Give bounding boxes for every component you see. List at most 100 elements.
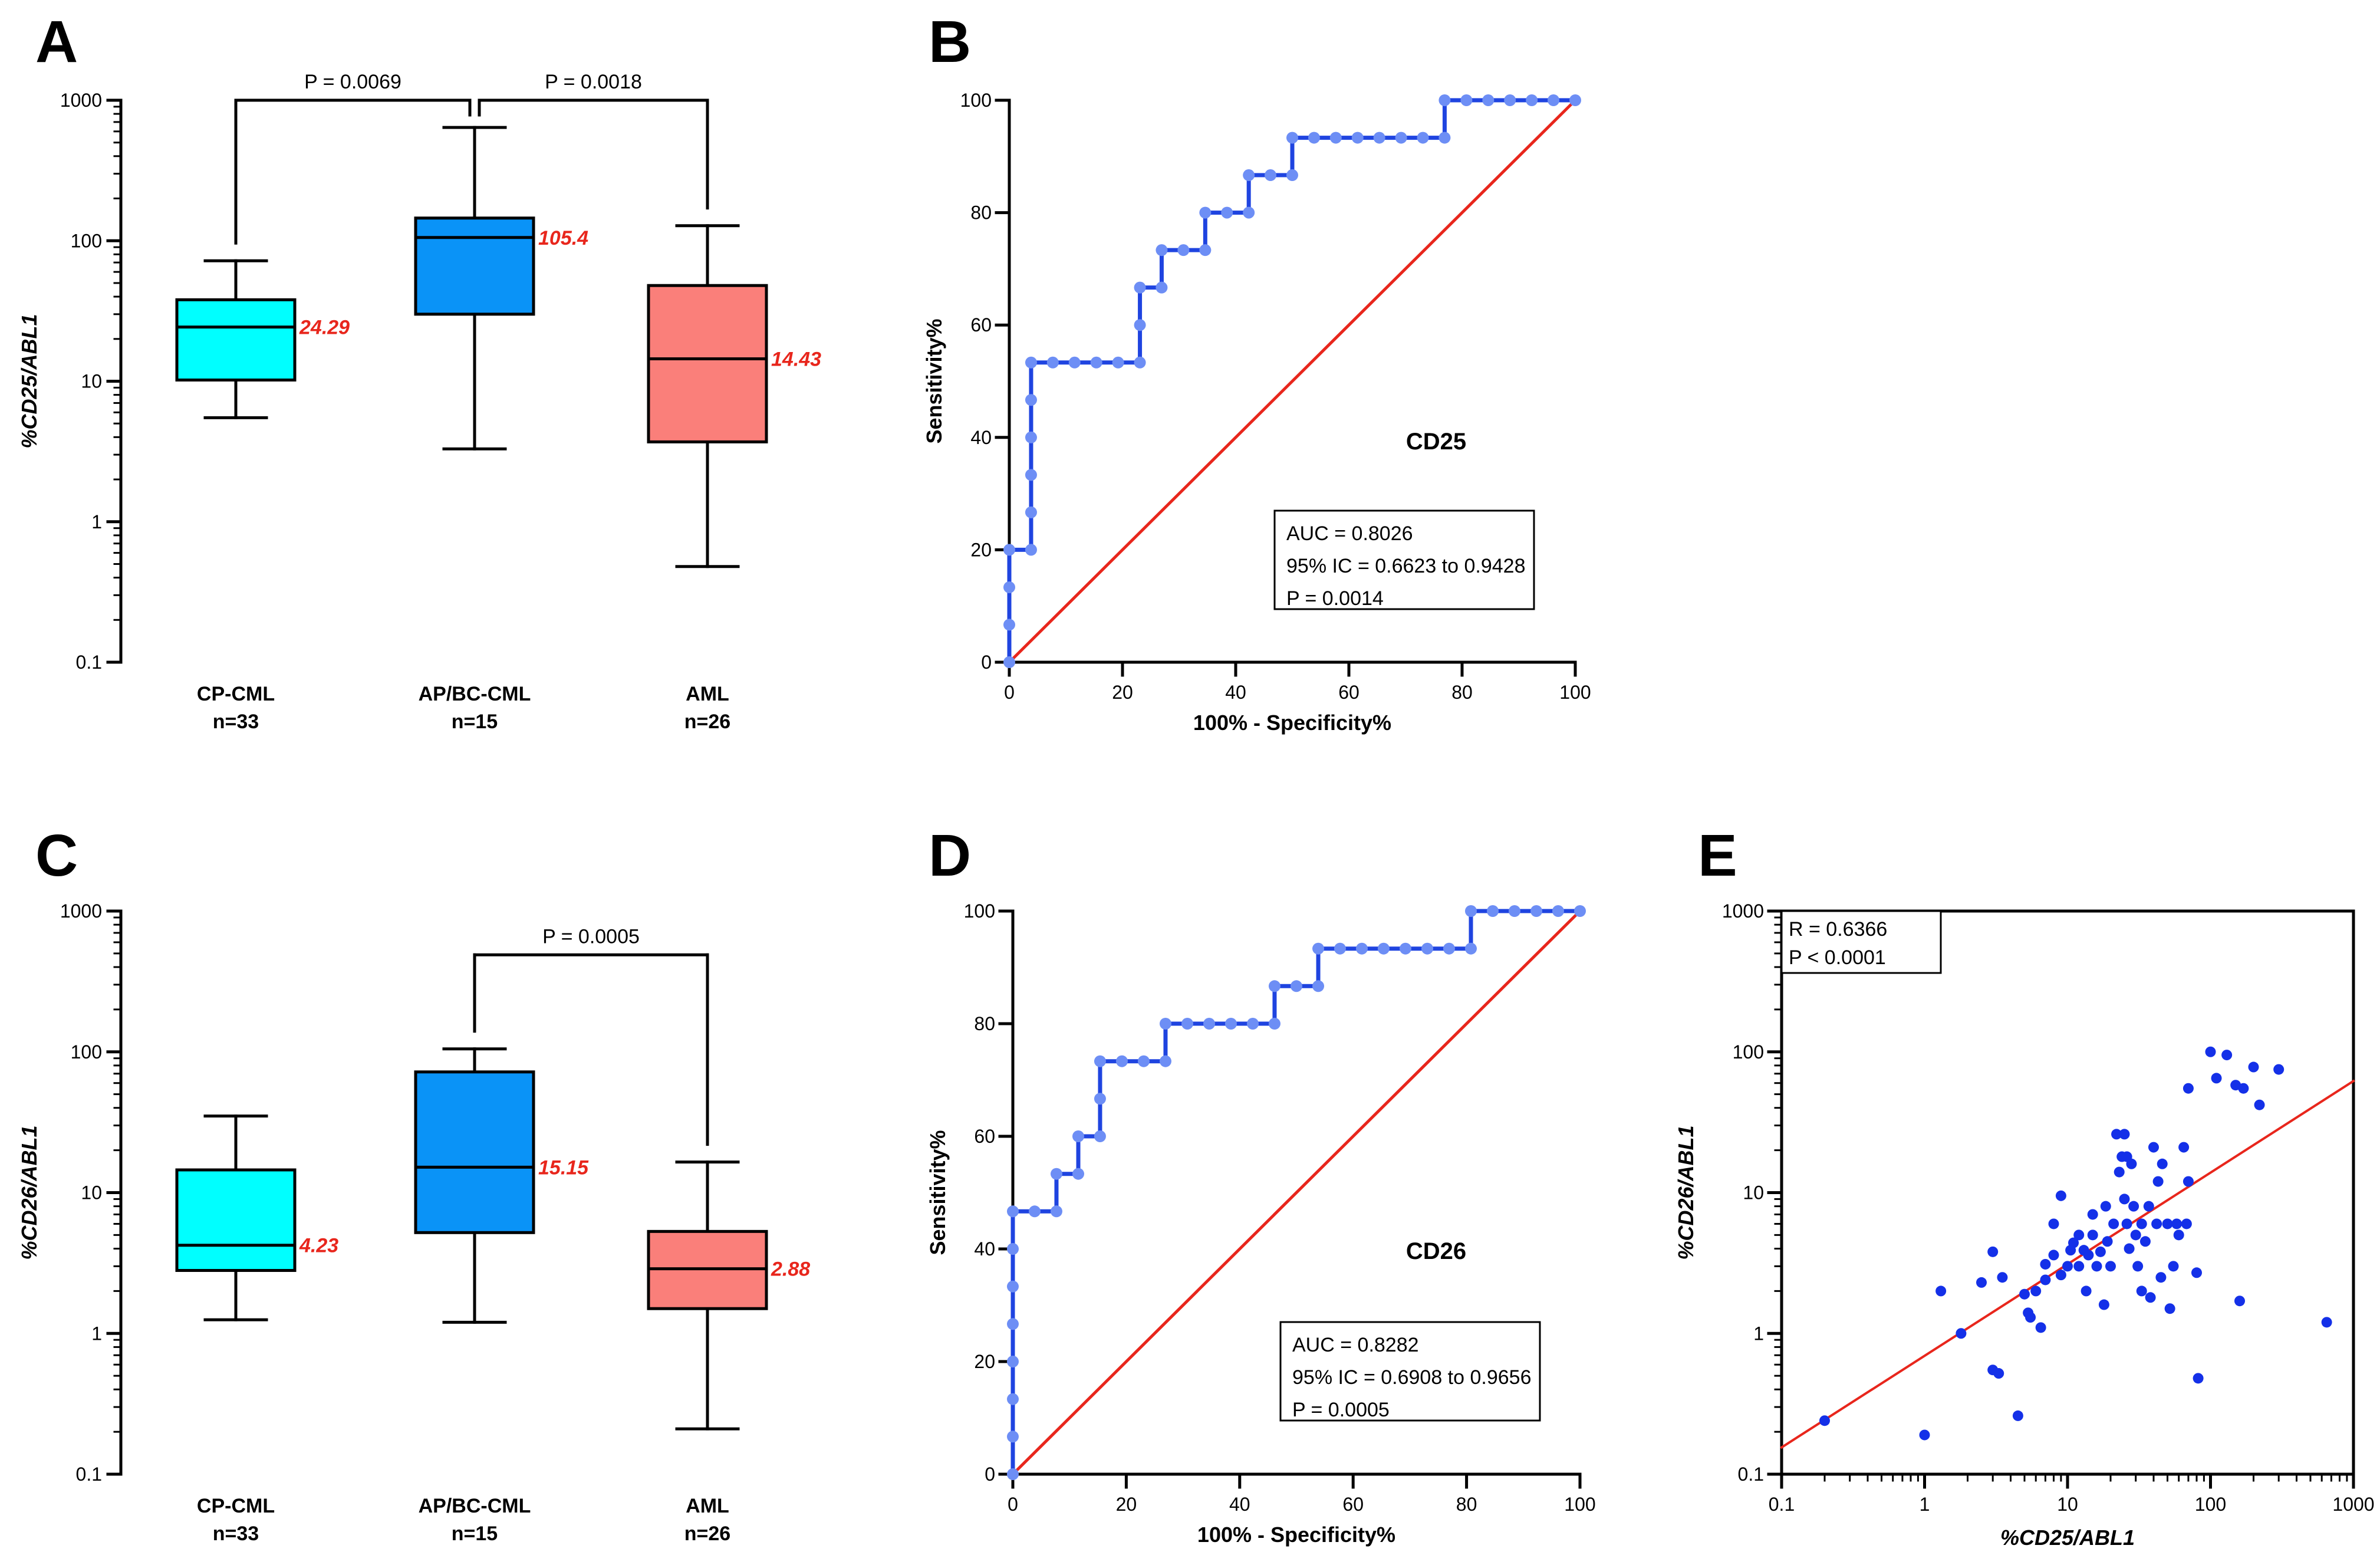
roc-point: [1025, 469, 1037, 481]
panel-label: C: [35, 823, 78, 889]
roc-point: [1552, 905, 1564, 917]
scatter-point: [2254, 1099, 2265, 1110]
box-0: [175, 1168, 297, 1272]
box-0: [175, 298, 297, 382]
y-tick-label: 1: [91, 1323, 102, 1344]
roc-point: [1268, 1018, 1280, 1030]
roc-point: [1286, 131, 1298, 144]
category-label: CP-CML: [197, 1495, 275, 1517]
scatter-point: [2221, 1050, 2233, 1061]
roc-point: [1203, 1018, 1216, 1030]
roc-point: [1007, 1431, 1019, 1443]
x-tick-label: 0: [1004, 682, 1015, 703]
category-n: n=15: [452, 711, 498, 733]
y-tick-label: 1000: [60, 900, 102, 922]
roc-point: [1181, 1018, 1194, 1030]
scatter-point: [2128, 1201, 2139, 1212]
x-tick-label: 60: [1342, 1494, 1364, 1515]
roc-point: [1025, 356, 1037, 369]
panel-label: A: [35, 9, 78, 75]
x-tick-label: 80: [1456, 1494, 1477, 1515]
x-tick-label: 80: [1451, 682, 1473, 703]
panel-label: E: [1698, 823, 1737, 889]
scatter-point: [1993, 1368, 2004, 1379]
roc-point: [1003, 544, 1015, 556]
median-label: 2.88: [771, 1258, 810, 1281]
scatter-point: [2087, 1209, 2098, 1220]
plot-frame: [1780, 909, 2355, 1476]
y-tick-label: 0.1: [76, 652, 102, 673]
stats-line: P = 0.0014: [1286, 587, 1384, 610]
roc-point: [1007, 1318, 1019, 1330]
x-axis-label: 100% - Specificity%: [1197, 1523, 1395, 1547]
scatter-point: [2273, 1064, 2284, 1075]
scatter-point: [2119, 1129, 2130, 1140]
roc-point: [1243, 169, 1255, 182]
roc-point: [1574, 905, 1586, 917]
category-label: AML: [686, 683, 729, 705]
scatter-point: [2040, 1274, 2051, 1285]
roc-point: [1007, 1205, 1019, 1218]
roc-point: [1487, 905, 1499, 917]
scatter-point: [2121, 1218, 2132, 1229]
scatter-point: [2248, 1061, 2259, 1073]
scatter-point: [2136, 1285, 2147, 1297]
category-n: n=33: [213, 711, 259, 733]
p-value-label: P = 0.0005: [542, 925, 640, 948]
scatter-point: [2091, 1261, 2102, 1272]
scatter-point: [2151, 1218, 2162, 1229]
category-n: n=15: [452, 1523, 498, 1545]
scatter-point: [2157, 1158, 2168, 1169]
roc-point: [1115, 1055, 1128, 1067]
roc-point: [1046, 356, 1059, 369]
scatter-point: [1987, 1246, 1999, 1257]
x-tick-label: 100: [2195, 1494, 2226, 1515]
roc-point: [1286, 169, 1298, 182]
scatter-point: [2081, 1285, 2092, 1297]
roc-point: [1247, 1018, 1259, 1030]
stats-box: [1273, 509, 1535, 610]
median-label: 15.15: [538, 1156, 589, 1179]
y-tick-label: 10: [81, 371, 102, 392]
scatter-point: [2012, 1410, 2023, 1421]
scatter-point: [2162, 1218, 2173, 1229]
y-tick-label: 80: [974, 1013, 995, 1034]
roc-point: [1094, 1130, 1106, 1142]
roc-point: [1548, 94, 1560, 106]
scatter-point: [1935, 1285, 1947, 1297]
scatter-point: [2040, 1258, 2051, 1270]
y-axis-label: Sensitivity%: [926, 1130, 950, 1255]
scatter-point: [2073, 1229, 2085, 1241]
scatter-point: [2055, 1190, 2066, 1201]
scatter-point: [2111, 1129, 2122, 1140]
roc-point: [1177, 244, 1190, 257]
roc-point: [1329, 131, 1342, 144]
roc-title: CD25: [1406, 429, 1466, 455]
scatter-point: [2126, 1158, 2137, 1169]
roc-point: [1373, 131, 1385, 144]
roc-point: [1224, 1018, 1237, 1030]
y-tick-label: 20: [974, 1351, 995, 1372]
x-tick-label: 60: [1338, 682, 1359, 703]
y-tick-label: 60: [970, 314, 992, 336]
scatter-point: [2173, 1229, 2184, 1241]
roc-point: [1156, 281, 1168, 294]
p-value-label: P = 0.0069: [304, 71, 401, 93]
y-tick-label: 40: [970, 427, 992, 448]
scatter-point: [2108, 1218, 2119, 1229]
x-axis-label: %CD25/ABL1: [2000, 1525, 2135, 1550]
roc-point: [1003, 656, 1015, 668]
scatter-point: [2211, 1073, 2222, 1084]
x-tick-label: 40: [1225, 682, 1246, 703]
scatter-point: [2119, 1194, 2130, 1205]
y-tick-label: 100: [71, 230, 102, 251]
roc-point: [1399, 942, 1411, 955]
roc-point: [1308, 131, 1320, 144]
roc-point: [1460, 94, 1473, 106]
roc-point: [1159, 1018, 1171, 1030]
scatter-point: [2164, 1303, 2175, 1314]
y-tick-label: 10: [1743, 1182, 1764, 1204]
roc-point: [1003, 619, 1015, 631]
roc-point: [1094, 1093, 1106, 1105]
